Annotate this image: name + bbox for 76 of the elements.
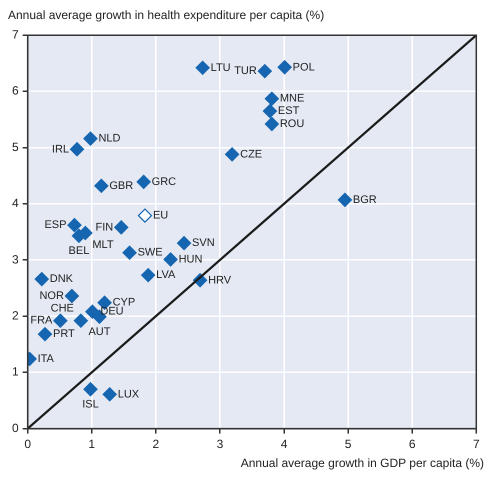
y-tick-label: 5: [12, 140, 19, 154]
point: [34, 272, 49, 286]
point: [74, 314, 88, 328]
y-tick-label: 7: [12, 28, 19, 42]
annotation: AUT: [88, 326, 111, 338]
annotation: ISL: [82, 398, 99, 410]
x-tick-label: 2: [152, 437, 160, 452]
point: [141, 268, 156, 282]
annotation: ITA: [38, 352, 55, 365]
annotation: SVN: [192, 237, 215, 250]
point: [94, 178, 108, 193]
annotation: LTU: [210, 62, 231, 74]
point: [70, 142, 84, 156]
point: [114, 220, 128, 235]
y-tick-label: 0: [12, 420, 19, 435]
annotation: EU: [152, 210, 168, 222]
annotation: DEU: [100, 306, 124, 318]
point: [258, 64, 272, 78]
point: [338, 192, 352, 207]
annotation: POL: [292, 61, 315, 74]
x-tick-label: 3: [216, 437, 224, 452]
point: [225, 147, 240, 162]
annotation: HUN: [178, 253, 202, 266]
point: [196, 60, 210, 75]
point: [83, 132, 98, 146]
point: [163, 252, 178, 267]
annotation: MNE: [280, 92, 304, 105]
x-axis-title: Annual average growth in GDP per capita (%): [240, 456, 484, 470]
annotation: BGR: [352, 194, 377, 206]
point: [102, 387, 117, 402]
annotation: GBR: [109, 180, 134, 192]
point: [53, 314, 68, 328]
y-tick-label: 6: [12, 84, 19, 98]
point: [122, 246, 137, 260]
point: [38, 327, 52, 342]
annotation: DNK: [50, 273, 74, 286]
point: [264, 92, 279, 106]
y-tick-label: 2: [12, 308, 19, 323]
annotation: EST: [278, 105, 300, 118]
point: [176, 236, 192, 250]
annotation: ROU: [280, 118, 304, 130]
annotation: MLT: [92, 239, 114, 252]
x-tick-label: 7: [472, 437, 480, 452]
point: [136, 174, 151, 189]
annotation: SWE: [138, 246, 163, 259]
point: [264, 116, 279, 132]
point: [138, 208, 152, 223]
y-tick-label: 3: [12, 252, 19, 266]
annotation: HRV: [208, 274, 232, 286]
point: [262, 104, 278, 118]
annotation: IRL: [52, 143, 70, 156]
annotation: BEL: [68, 244, 90, 257]
annotation: NLD: [98, 132, 121, 145]
x-tick-label: 0: [24, 437, 32, 452]
point: [83, 382, 98, 396]
annotation: NOR: [39, 290, 64, 302]
y-tick-label: 1: [12, 364, 19, 379]
x-tick-label: 4: [280, 437, 288, 452]
annotation: TUR: [234, 65, 257, 78]
point: [64, 288, 79, 304]
annotation: ESP: [44, 219, 66, 232]
annotation: CHE: [50, 302, 74, 315]
annotation: LUX: [118, 388, 140, 400]
y-axis-title: Annual average growth in health expenditure per capita (%): [8, 8, 326, 22]
annotation: PRT: [52, 328, 76, 340]
annotation: CZE: [240, 148, 262, 160]
point: [278, 60, 292, 74]
annotation: LVA: [156, 269, 176, 282]
x-tick-label: 6: [408, 437, 416, 452]
x-tick-label: 1: [88, 437, 96, 452]
annotation: GRC: [152, 176, 176, 188]
annotation: FRA: [30, 314, 54, 327]
x-tick-label: 5: [344, 437, 352, 452]
annotation: FIN: [96, 221, 114, 234]
point: [67, 218, 82, 232]
y-tick-label: 4: [12, 196, 19, 210]
